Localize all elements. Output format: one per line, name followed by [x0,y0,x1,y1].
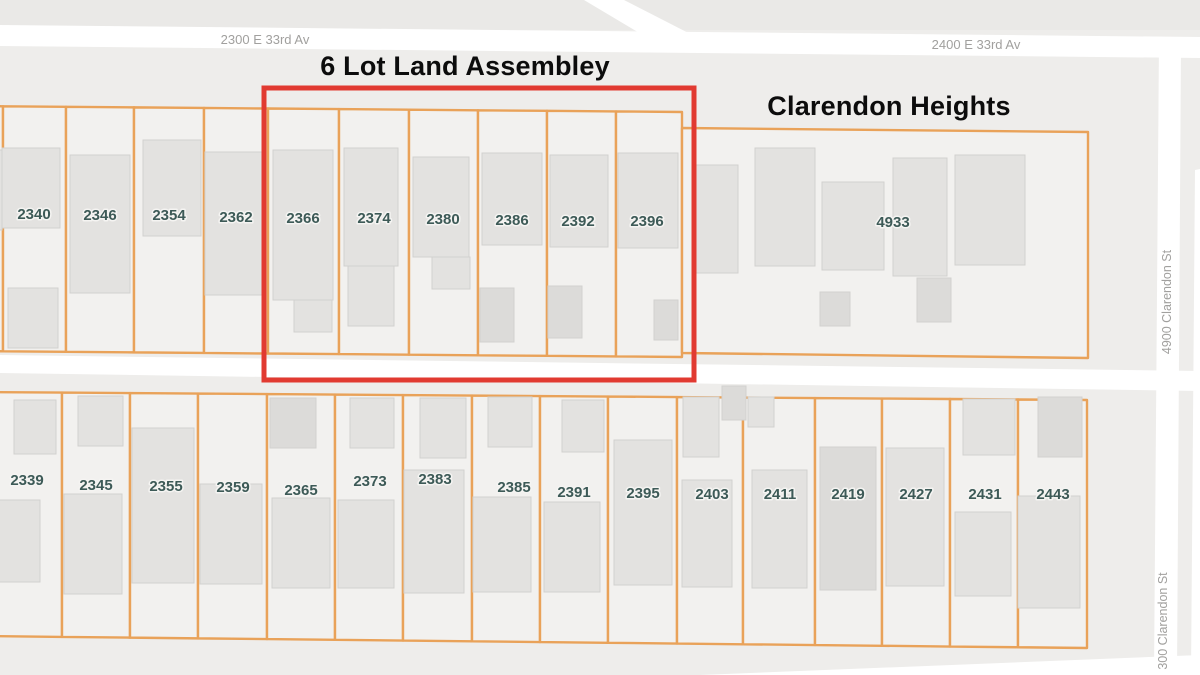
lot-number-2380: 2380 [426,211,459,228]
building-footprint [617,152,679,249]
building-footprint [481,152,543,246]
building-footprint [547,285,583,339]
building-footprint [403,469,465,594]
lot-number-2366: 2366 [286,210,319,227]
building-footprint [682,396,720,458]
building-footprint [69,154,131,294]
building-footprint [199,483,263,585]
building-footprint [916,277,952,323]
building-footprint [343,147,399,267]
building-footprint [347,265,395,327]
lot-number-2392: 2392 [561,213,594,230]
lot-number-2395: 2395 [626,485,659,502]
lot-number-4933: 4933 [876,214,909,231]
lot-number-2346: 2346 [83,207,116,224]
building-footprint [691,164,739,274]
lot-number-2403: 2403 [695,486,728,503]
lot-number-2359: 2359 [216,479,249,496]
building-footprint [954,154,1026,266]
building-footprint [561,399,605,453]
building-footprint [543,501,601,593]
building-footprint [204,151,264,296]
lot-number-2443: 2443 [1036,486,1069,503]
assembly-highlight-box [261,85,697,383]
lot-number-2373: 2373 [353,473,386,490]
building-footprint [954,511,1012,597]
e-33rd-av-road [0,25,1200,58]
building-footprint [754,147,816,267]
building-footprint [269,397,317,449]
bottom-right-road [700,655,1200,675]
lot-number-2385: 2385 [497,479,530,496]
lot-number-2411: 2411 [764,486,797,503]
building-footprint [479,287,515,343]
building-footprint [819,446,877,591]
clarendon-st-road [1154,41,1181,675]
building-footprint [721,385,747,421]
lot-number-2355: 2355 [149,478,182,495]
right-edge-road [1191,169,1200,675]
lot-number-2374: 2374 [357,210,391,227]
building-footprint [962,398,1016,456]
street-label-4900-clarendon-st: 4900 Clarendon St [1160,249,1174,355]
building-footprint [1037,396,1083,458]
lot-number-2391: 2391 [557,484,590,501]
building-footprint [653,299,679,341]
building-footprint [819,291,851,327]
lot-number-2427: 2427 [899,486,932,503]
street-label-2300-e-33rd-av: 2300 E 33rd Av [220,32,310,47]
building-footprint [63,493,123,595]
building-footprint [747,396,775,428]
building-footprint [681,479,733,588]
building-footprint [142,139,202,237]
lot-number-2396: 2396 [630,213,663,230]
lot-number-2339: 2339 [10,472,43,489]
building-footprint [821,181,885,271]
lot-number-2383: 2383 [418,471,451,488]
building-footprint [131,427,195,584]
street-label-2400-e-33rd-av: 2400 E 33rd Av [931,37,1021,52]
lot-number-2431: 2431 [968,486,1001,503]
lot-number-2345: 2345 [79,477,112,494]
street-label-300-clarendon-st: 300 Clarendon St [1156,572,1170,670]
building-footprint [892,157,948,277]
building-footprint [1017,495,1081,609]
building-footprint [0,499,41,583]
lot-number-2419: 2419 [831,486,864,503]
building-footprint [472,496,532,593]
lot-number-2340: 2340 [17,206,50,223]
building-footprint [272,149,334,301]
diagonal-road [584,0,706,50]
lot-number-2362: 2362 [219,209,252,226]
building-footprint [487,396,533,448]
rear-lane-road [0,355,1200,391]
building-footprint [419,397,467,459]
building-footprint [77,395,124,447]
building-footprint [751,469,808,589]
building-footprint [271,497,331,589]
building-footprint [1,147,61,229]
building-footprint [431,256,471,290]
building-footprint [885,447,945,587]
building-footprint [337,499,395,589]
neighborhood-title: Clarendon Heights [767,91,1011,121]
lot-number-2354: 2354 [152,207,186,224]
assembly-title: 6 Lot Land Assembley [320,51,610,81]
lot-number-2386: 2386 [495,212,528,229]
lot-4933 [680,126,1090,360]
building-footprint [349,397,395,449]
building-footprint [293,299,333,333]
building-footprint [613,439,673,586]
building-footprint [13,399,57,455]
building-footprint [7,287,59,349]
building-footprint [412,156,470,258]
building-footprint [549,154,609,248]
lot-number-2365: 2365 [284,482,317,499]
